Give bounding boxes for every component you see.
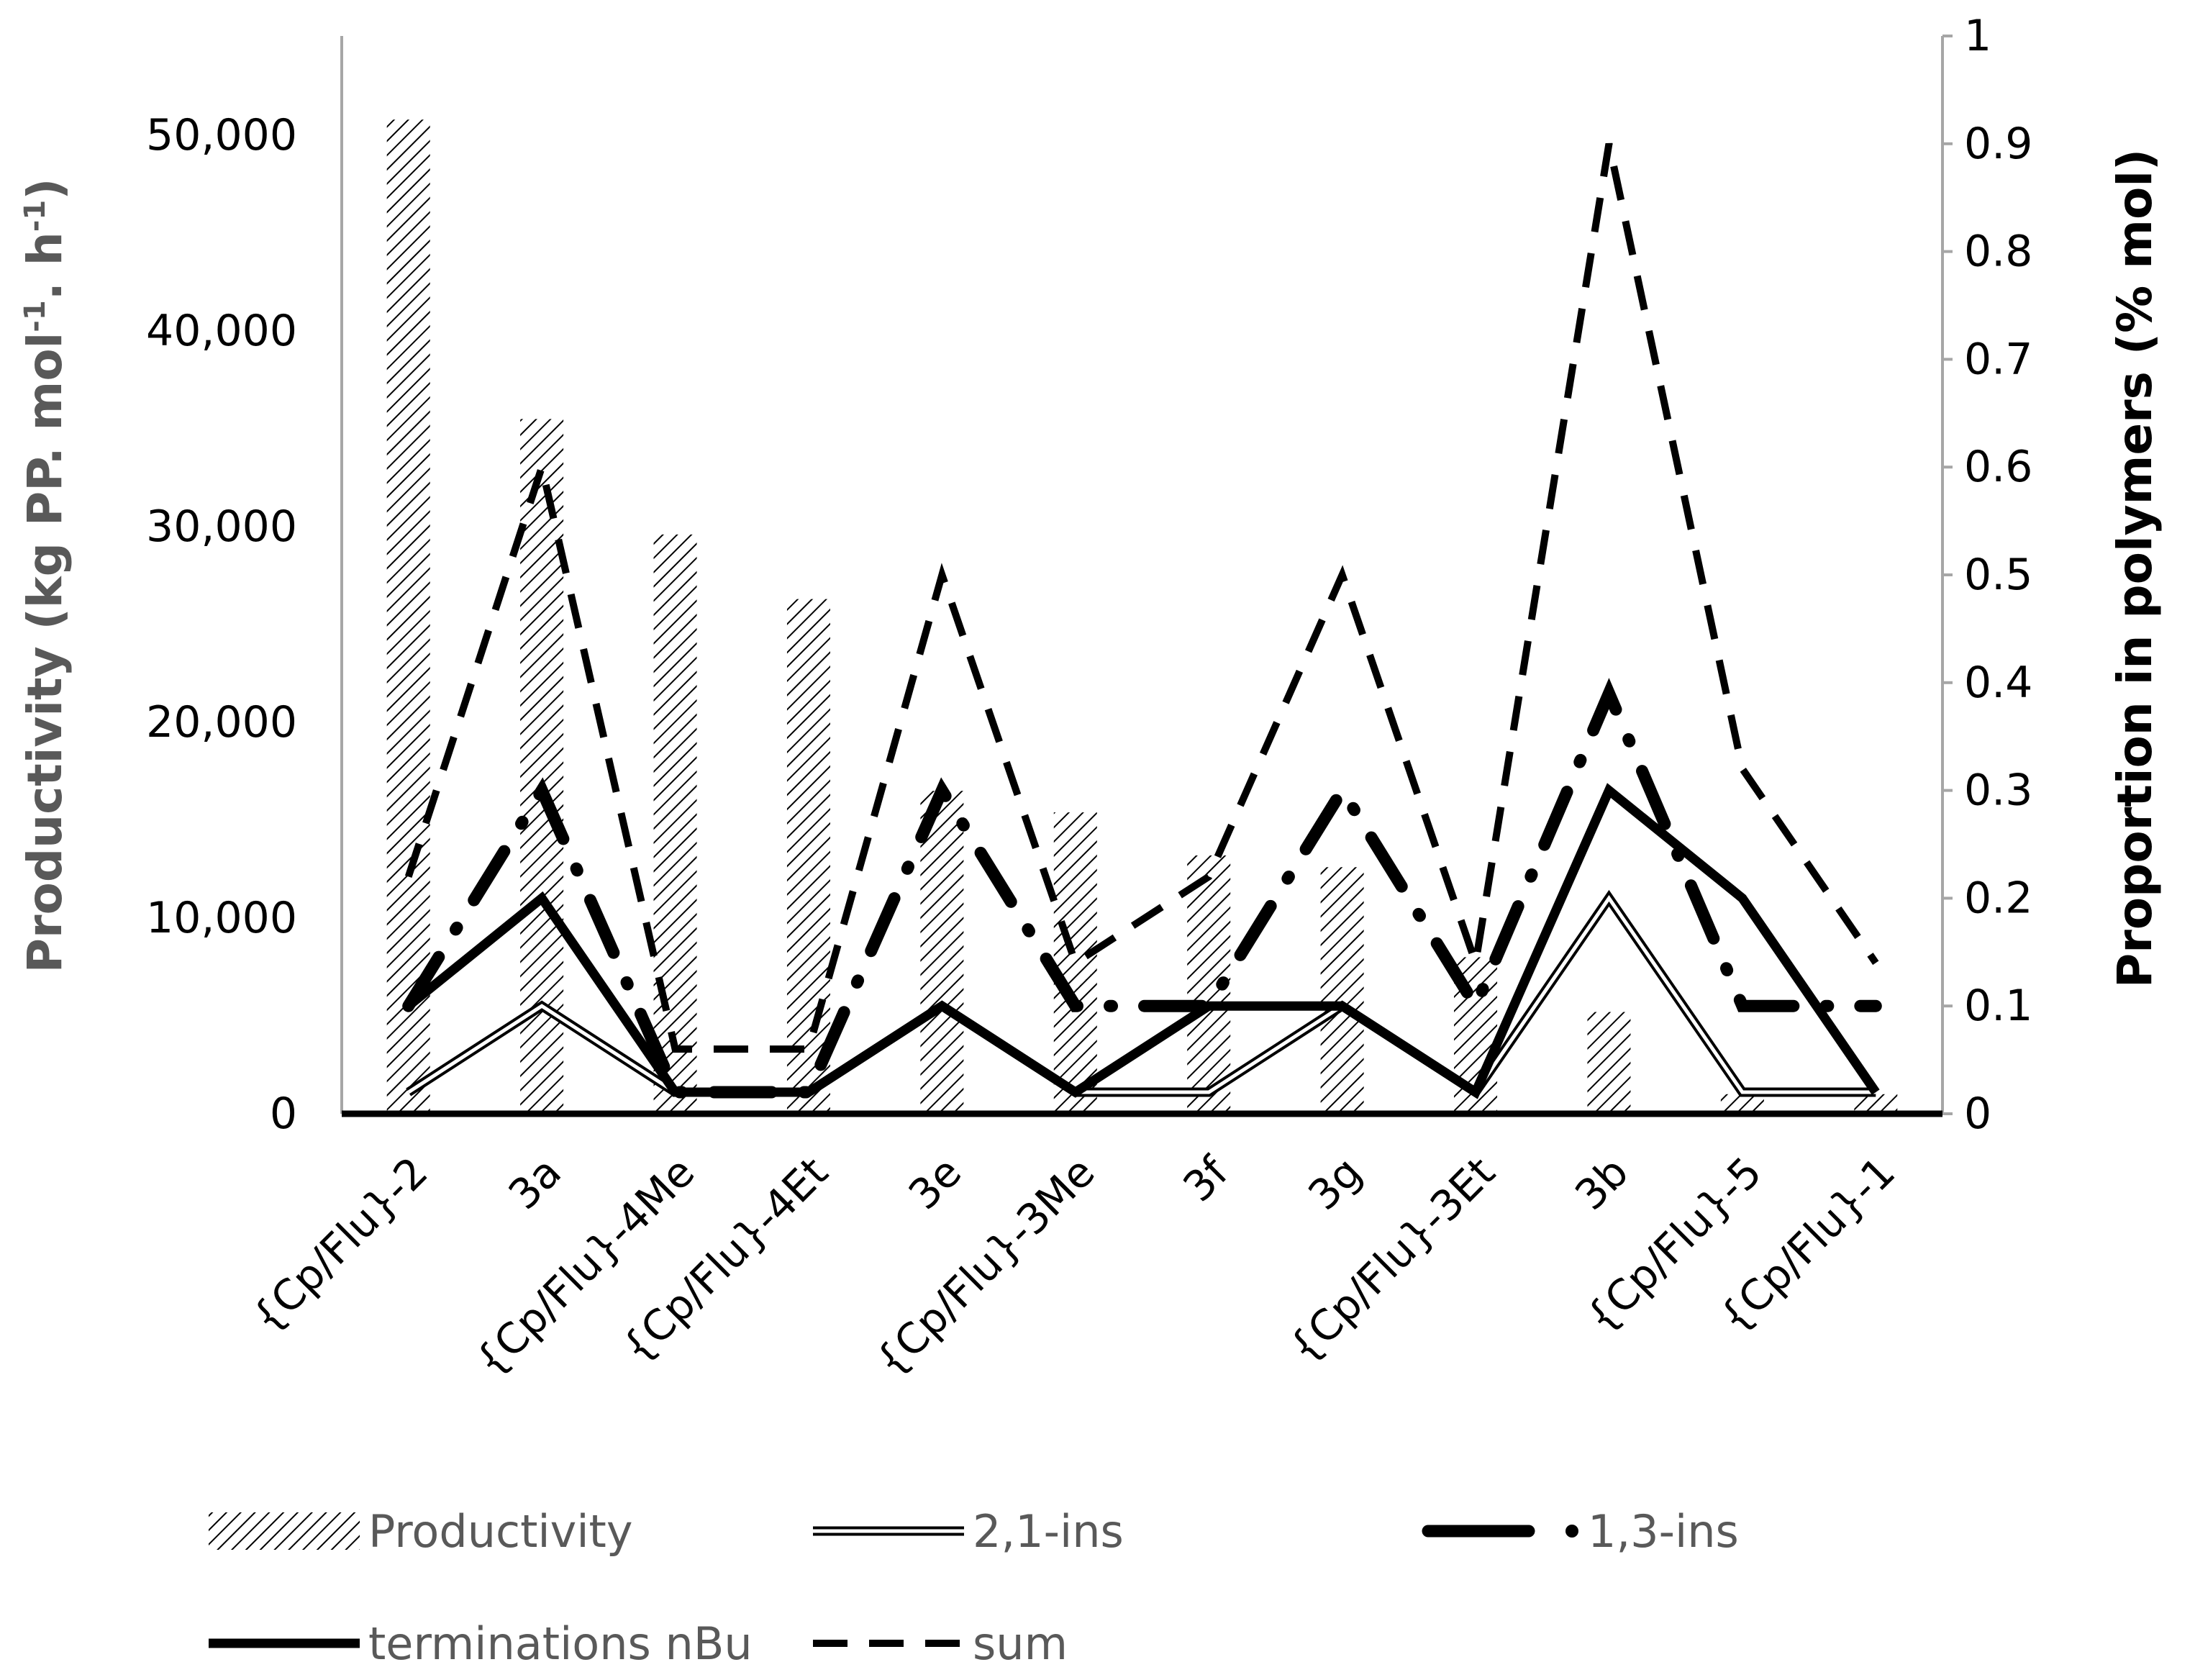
right-tick-label: 0.8 — [1964, 227, 2032, 277]
productivity-bar — [1320, 867, 1364, 1114]
axes-layer — [340, 35, 1953, 1117]
category-label: 3a — [499, 1148, 571, 1219]
legend-label: 1,3-ins — [1588, 1505, 1739, 1558]
bars-layer — [386, 119, 1898, 1114]
productivity-bar — [920, 791, 964, 1114]
productivity-bar — [386, 119, 430, 1114]
right-tick-label: 0.3 — [1964, 766, 2032, 816]
legend-item-productivity: Productivity — [209, 1505, 633, 1558]
series-line-sum — [404, 142, 1879, 1053]
legend-label: 2,1-ins — [973, 1505, 1124, 1558]
right-tick-label: 0.1 — [1964, 981, 2032, 1031]
category-label: {Cp/Flu}-2 — [242, 1148, 437, 1343]
left-axis-title-part: ) — [17, 178, 73, 200]
legend-swatch-bar — [209, 1512, 360, 1550]
legend: Productivity 2,1-ins 1,3-ins terminations n… — [209, 1505, 1739, 1670]
right-tick-label: 0.2 — [1964, 873, 2032, 923]
legend-label: sum — [973, 1617, 1068, 1670]
left-tick-label: 10,000 — [146, 893, 297, 943]
series-line-terminations-nbu — [405, 783, 1880, 1099]
left-tick-label: 0 — [270, 1089, 297, 1139]
legend-label: terminations nBu — [368, 1617, 753, 1670]
category-label: 3e — [899, 1148, 971, 1219]
series-line-2-1-ins-inner — [407, 894, 1876, 1095]
right-tick-label: 0.7 — [1964, 334, 2032, 384]
right-tick-label: 0.9 — [1964, 119, 2032, 169]
legend-swatch-dot — [1565, 1525, 1578, 1538]
productivity-bar — [520, 419, 564, 1114]
labels-layer: 0 10,000 20,000 30,000 40,000 50,000 0 0.1 0.2 0.… — [17, 11, 2163, 1386]
right-tick-label: 0.4 — [1964, 658, 2032, 708]
productivity-bar — [1587, 1012, 1631, 1114]
left-axis-title-sup: -1 — [19, 200, 52, 232]
legend-item-terminations-nbu: terminations nBu — [209, 1617, 753, 1670]
legend-item-1-3-ins: 1,3-ins — [1422, 1505, 1739, 1558]
lines-layer — [402, 142, 1882, 1099]
category-label: 3b — [1565, 1148, 1637, 1220]
category-label: 3g — [1299, 1148, 1371, 1220]
productivity-bar — [1053, 812, 1097, 1114]
productivity-bar — [786, 599, 830, 1114]
legend-item-sum: sum — [813, 1617, 1068, 1670]
left-tick-label: 20,000 — [146, 697, 297, 748]
series-line-1-3-ins — [402, 678, 1882, 1099]
category-label: 3f — [1173, 1147, 1238, 1212]
productivity-bar — [653, 534, 697, 1114]
right-tick-label: 0.5 — [1964, 550, 2032, 600]
left-axis-title-sup: -1 — [19, 300, 52, 332]
left-axis-title-part: Productivity (kg PP. mol — [17, 332, 73, 973]
legend-label: Productivity — [368, 1505, 633, 1558]
right-axis-title: Proportion in polymers (% mol) — [2107, 149, 2163, 988]
productivity-bar — [1720, 1094, 1764, 1114]
legend-item-2-1-ins: 2,1-ins — [813, 1505, 1124, 1558]
left-tick-label: 50,000 — [146, 110, 297, 160]
productivity-bar — [1854, 1094, 1898, 1114]
left-tick-label: 40,000 — [146, 306, 297, 356]
left-axis-title: Productivity (kg PP. mol-1. h-1) — [17, 178, 73, 973]
left-tick-label: 30,000 — [146, 501, 297, 552]
right-tick-label: 1 — [1964, 11, 1991, 61]
right-tick-label: 0 — [1964, 1089, 1991, 1139]
left-axis-title-part: . h — [17, 232, 73, 300]
right-tick-label: 0.6 — [1964, 442, 2032, 492]
